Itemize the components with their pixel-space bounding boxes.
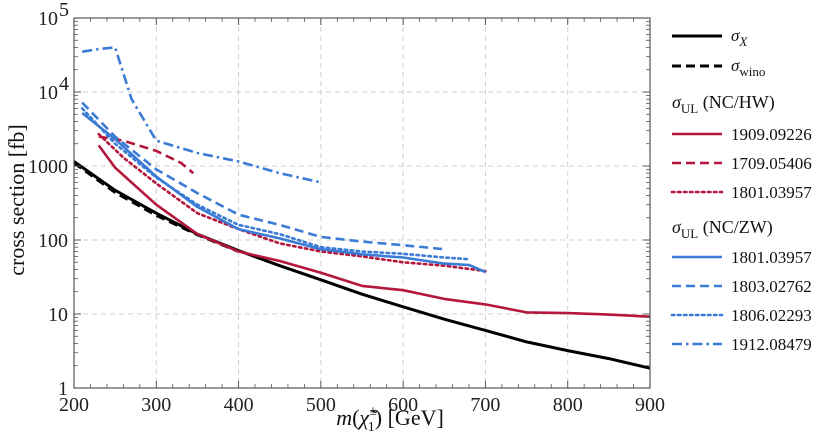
y-tick-label: 1000 bbox=[28, 156, 68, 178]
y-axis-title: cross section [fb] bbox=[4, 124, 29, 276]
series-line-theory-0 bbox=[73, 160, 651, 370]
x-tick-label: 900 bbox=[635, 394, 665, 416]
legend-group-header-hw: σUL (NC/HW) bbox=[672, 92, 775, 116]
plot-frame bbox=[73, 17, 651, 389]
y-tick-label: 100 bbox=[38, 230, 68, 252]
series-line-hw-2 bbox=[97, 144, 651, 318]
y-tick-exponent: 4 bbox=[59, 73, 69, 95]
legend-label-theory-1: σwino bbox=[731, 56, 765, 79]
legend-label-theory-0: σX bbox=[731, 26, 748, 49]
legend-label-hw-1: 1709.05406 bbox=[731, 154, 812, 173]
series-line-zw-7 bbox=[80, 107, 471, 261]
x-axis-title-sup: ± bbox=[369, 404, 377, 419]
plot-background bbox=[74, 18, 650, 388]
legend-label-hw-0: 1909.09226 bbox=[731, 125, 812, 144]
x-tick-label: 300 bbox=[141, 394, 171, 416]
plot-frame-rect bbox=[73, 17, 651, 389]
x-tick-label: 800 bbox=[553, 394, 583, 416]
x-axis-title-rest: ) [GeV] bbox=[375, 405, 444, 430]
y-tick-label: 1 bbox=[58, 378, 68, 400]
x-tick-label: 500 bbox=[306, 394, 336, 416]
y-tick-exponent: 5 bbox=[59, 0, 69, 21]
x-axis-title-sub: 1 bbox=[368, 420, 375, 435]
x-tick-label: 700 bbox=[470, 394, 500, 416]
plot-area bbox=[74, 18, 650, 388]
y-tick-label: 10 bbox=[38, 8, 58, 30]
legend-label-hw-2: 1801.03957 bbox=[731, 183, 812, 202]
y-tick-label: 10 bbox=[38, 82, 58, 104]
x-axis-title-open: ( bbox=[352, 405, 359, 430]
legend-label-zw-2: 1806.02293 bbox=[731, 306, 812, 325]
legend: σX σwino σUL (NC/HW) 1909.09226 1709.05406 18… bbox=[670, 26, 812, 354]
x-tick-label: 400 bbox=[224, 394, 254, 416]
legend-label-zw-0: 1801.03957 bbox=[731, 248, 812, 267]
series-lines bbox=[73, 46, 651, 370]
y-tick-label: 10 bbox=[48, 304, 68, 326]
series-line-hw-4 bbox=[97, 132, 487, 273]
x-tick-label: 600 bbox=[388, 394, 418, 416]
legend-group-header-zw: σUL (NC/ZW) bbox=[672, 217, 773, 241]
legend-label-zw-3: 1912.08479 bbox=[731, 335, 812, 354]
x-tick-label: 200 bbox=[59, 394, 89, 416]
series-line-zw-8 bbox=[81, 46, 322, 184]
legend-label-zw-1: 1803.02762 bbox=[731, 277, 812, 296]
series-line-zw-6 bbox=[81, 101, 445, 251]
x-axis-title-m: m bbox=[336, 405, 352, 430]
x-axis-title: m(χ̃± 1) [GeV] bbox=[336, 404, 444, 435]
